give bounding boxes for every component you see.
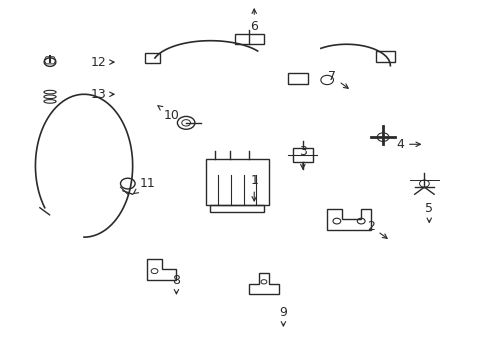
Text: 12: 12 [91, 55, 114, 69]
Text: 8: 8 [172, 274, 180, 294]
Text: 1: 1 [250, 174, 258, 201]
Text: 9: 9 [279, 306, 287, 326]
Text: 7: 7 [327, 70, 347, 88]
Text: 2: 2 [366, 220, 386, 238]
Text: 10: 10 [158, 106, 179, 122]
Text: 6: 6 [250, 9, 258, 33]
Text: 13: 13 [91, 88, 114, 101]
Text: 5: 5 [425, 202, 432, 222]
Text: 4: 4 [395, 138, 420, 151]
Text: 3: 3 [298, 145, 306, 169]
Text: 11: 11 [133, 177, 155, 194]
